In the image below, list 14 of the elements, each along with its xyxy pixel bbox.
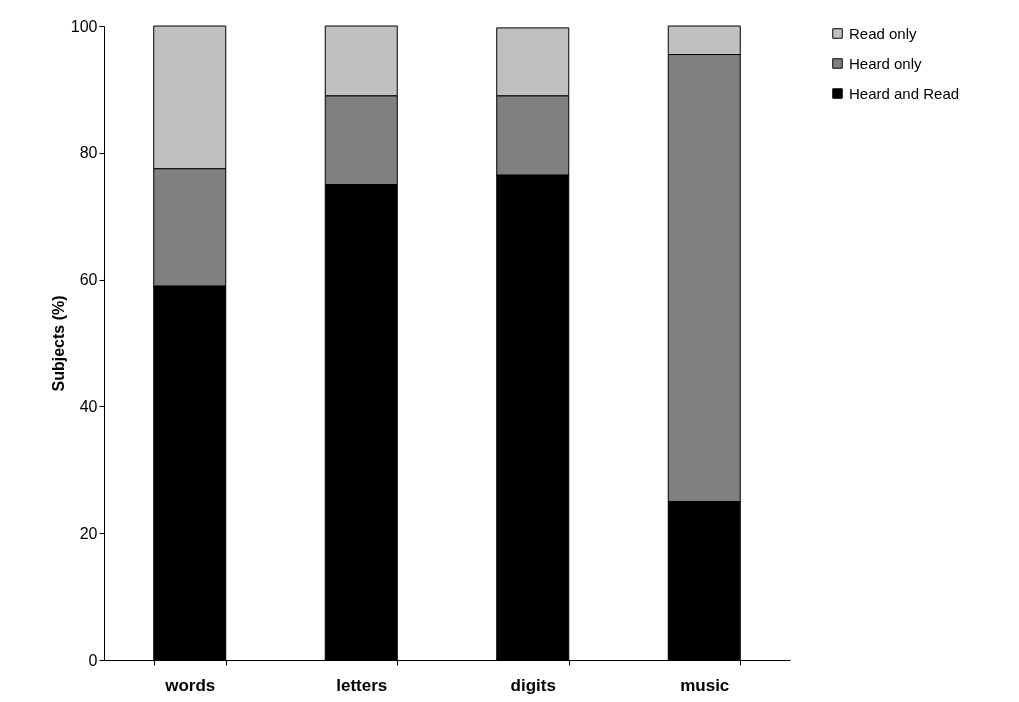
y-tick-label: 60 [79,271,98,289]
x-tick-label: words [164,675,216,695]
legend-label: Heard only [849,54,923,72]
legend-label: Read only [849,24,918,42]
y-tick-label: 80 [79,144,98,162]
x-tick-label: digits [510,675,556,695]
x-tick-label: letters [336,675,388,695]
y-tick-label: 0 [88,651,98,669]
y-tick-label: 40 [79,397,98,415]
x-tick-label: music [680,675,730,695]
y-tick-label: 20 [79,524,98,542]
legend-label: Heard and Read [849,84,960,102]
y-axis-title: Subjects (%) [49,295,67,392]
y-tick-label: 100 [70,17,98,35]
